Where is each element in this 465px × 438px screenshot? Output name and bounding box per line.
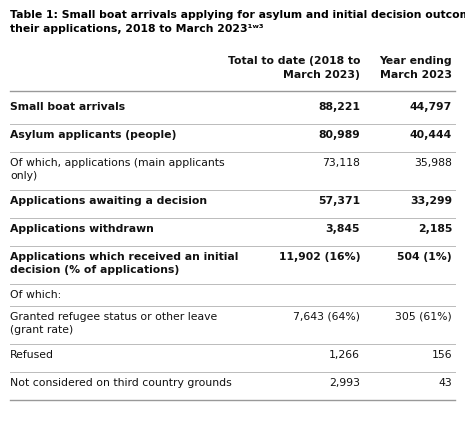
Text: Of which:: Of which: bbox=[10, 290, 61, 299]
Text: their applications, 2018 to March 2023¹ʷ³: their applications, 2018 to March 2023¹ʷ… bbox=[10, 24, 264, 34]
Text: 156: 156 bbox=[432, 349, 452, 359]
Text: 1,266: 1,266 bbox=[329, 349, 360, 359]
Text: Applications awaiting a decision: Applications awaiting a decision bbox=[10, 195, 207, 205]
Text: 40,444: 40,444 bbox=[410, 130, 452, 140]
Text: 305 (61%): 305 (61%) bbox=[395, 311, 452, 321]
Text: 2,185: 2,185 bbox=[418, 223, 452, 233]
Text: March 2023): March 2023) bbox=[283, 70, 360, 80]
Text: 11,902 (16%): 11,902 (16%) bbox=[279, 251, 360, 261]
Text: 504 (1%): 504 (1%) bbox=[398, 251, 452, 261]
Text: Applications which received an initial
decision (% of applications): Applications which received an initial d… bbox=[10, 251, 239, 275]
Text: 3,845: 3,845 bbox=[326, 223, 360, 233]
Text: Of which, applications (main applicants
only): Of which, applications (main applicants … bbox=[10, 158, 225, 181]
Text: Small boat arrivals: Small boat arrivals bbox=[10, 102, 125, 112]
Text: Total to date (2018 to: Total to date (2018 to bbox=[227, 56, 360, 66]
Text: March 2023: March 2023 bbox=[380, 70, 452, 80]
Text: Applications withdrawn: Applications withdrawn bbox=[10, 223, 154, 233]
Text: Table 1: Small boat arrivals applying for asylum and initial decision outcomes o: Table 1: Small boat arrivals applying fo… bbox=[10, 10, 465, 20]
Text: 7,643 (64%): 7,643 (64%) bbox=[293, 311, 360, 321]
Text: 73,118: 73,118 bbox=[322, 158, 360, 168]
Text: 57,371: 57,371 bbox=[318, 195, 360, 205]
Text: Granted refugee status or other leave
(grant rate): Granted refugee status or other leave (g… bbox=[10, 311, 217, 335]
Text: Asylum applicants (people): Asylum applicants (people) bbox=[10, 130, 176, 140]
Text: 43: 43 bbox=[438, 377, 452, 387]
Text: 35,988: 35,988 bbox=[414, 158, 452, 168]
Text: 2,993: 2,993 bbox=[329, 377, 360, 387]
Text: 88,221: 88,221 bbox=[318, 102, 360, 112]
Text: Not considered on third country grounds: Not considered on third country grounds bbox=[10, 377, 232, 387]
Text: 80,989: 80,989 bbox=[318, 130, 360, 140]
Text: 44,797: 44,797 bbox=[410, 102, 452, 112]
Text: Refused: Refused bbox=[10, 349, 54, 359]
Text: Year ending: Year ending bbox=[379, 56, 452, 66]
Text: 33,299: 33,299 bbox=[410, 195, 452, 205]
